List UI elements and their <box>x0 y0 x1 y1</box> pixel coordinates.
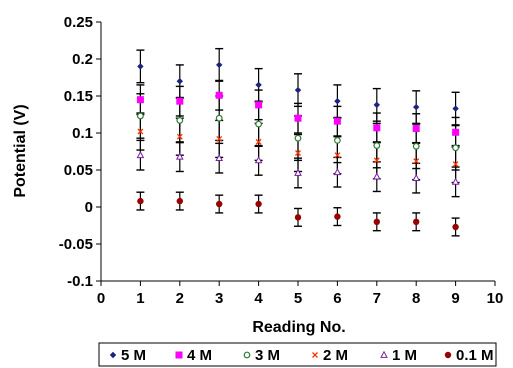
data-point <box>452 144 460 152</box>
y-tick-label: 0 <box>85 199 93 216</box>
data-point <box>137 128 144 135</box>
data-point <box>294 114 302 122</box>
x-tick-label: 9 <box>451 290 459 307</box>
data-point <box>412 125 420 133</box>
legend-marker <box>175 351 183 359</box>
legend-label: 1 M <box>392 347 417 364</box>
legend-marker <box>444 351 452 359</box>
x-tick-label: 8 <box>412 290 420 307</box>
x-tick-label: 1 <box>136 290 144 307</box>
legend-marker <box>109 351 117 359</box>
legend-label: 2 M <box>323 347 348 364</box>
x-axis-title: Reading No. <box>252 319 345 336</box>
data-point <box>452 105 459 112</box>
x-tick-label: 2 <box>176 290 184 307</box>
data-point <box>136 96 144 104</box>
legend-label: 3 M <box>255 347 280 364</box>
data-point <box>137 63 144 70</box>
legend-marker <box>243 351 251 359</box>
x-tick-label: 0 <box>97 290 105 307</box>
x-tick-label: 10 <box>487 290 504 307</box>
data-point <box>412 173 421 182</box>
data-point <box>176 133 183 140</box>
data-point <box>255 101 263 109</box>
data-point <box>333 117 341 125</box>
y-tick-label: 0.15 <box>64 88 93 105</box>
data-point <box>176 78 183 85</box>
legend-label: 0.1 M <box>456 347 494 364</box>
data-point <box>294 86 302 94</box>
data-point <box>373 124 381 132</box>
axes: -0.1 -0.05 0 0.05 0.1 0.15 0.2 0.25 0 1 2 3 4 5 6 7 8 9 10 <box>59 14 504 307</box>
data-point <box>334 97 341 105</box>
data-point <box>216 135 223 142</box>
data-point <box>334 136 341 144</box>
x-tick-label: 6 <box>333 290 341 307</box>
x-tick-label: 5 <box>294 290 302 307</box>
data-point <box>373 157 380 164</box>
data-point <box>136 112 144 120</box>
data-point <box>175 152 184 160</box>
error-bars <box>136 47 460 237</box>
data-point <box>294 134 302 142</box>
data-point <box>334 213 341 220</box>
x-tick-label: 3 <box>215 290 223 307</box>
data-point <box>334 152 341 159</box>
data-point <box>373 101 380 109</box>
y-tick-label: 0.25 <box>64 14 93 31</box>
data-point <box>333 167 342 176</box>
data-point <box>413 103 420 111</box>
x-tick-label: 4 <box>254 290 263 307</box>
legend-marker <box>380 350 388 358</box>
y-tick-label: 0.1 <box>72 125 93 142</box>
x-tick-label: 7 <box>373 290 381 307</box>
data-markers <box>136 61 460 231</box>
data-point <box>216 200 223 208</box>
data-point <box>451 177 460 185</box>
y-tick-label: 0.05 <box>64 162 93 179</box>
data-point <box>413 158 420 165</box>
data-point <box>255 200 262 208</box>
data-point <box>373 218 380 225</box>
data-point <box>215 114 223 122</box>
data-point <box>255 138 262 145</box>
legend: 5 M 4 M 3 M 2 M 1 M 0.1 M <box>98 342 497 367</box>
data-point <box>372 172 381 180</box>
data-point <box>412 142 420 150</box>
data-point <box>176 117 184 124</box>
legend-label: 5 M <box>121 347 146 364</box>
y-tick-label: 0.2 <box>72 51 93 68</box>
data-point <box>137 197 144 205</box>
data-point <box>413 218 420 225</box>
data-point <box>254 156 263 164</box>
data-point <box>452 128 460 136</box>
data-point <box>452 161 459 168</box>
legend-marker <box>312 352 318 358</box>
y-tick-label: -0.05 <box>59 236 93 253</box>
legend-box <box>98 342 497 367</box>
data-point <box>294 168 302 176</box>
y-tick-label: -0.1 <box>67 273 93 290</box>
data-point <box>373 142 381 149</box>
data-point <box>216 61 223 69</box>
data-point <box>255 120 263 128</box>
data-point <box>176 197 183 205</box>
data-point <box>176 97 184 105</box>
data-point <box>215 91 223 99</box>
data-point <box>452 223 459 231</box>
y-axis-title: Potential (V) <box>12 104 29 197</box>
data-point <box>255 81 262 89</box>
legend-label: 4 M <box>187 347 212 364</box>
data-point <box>295 150 301 156</box>
data-point <box>136 150 145 159</box>
data-point <box>215 153 224 162</box>
data-point <box>294 214 302 221</box>
